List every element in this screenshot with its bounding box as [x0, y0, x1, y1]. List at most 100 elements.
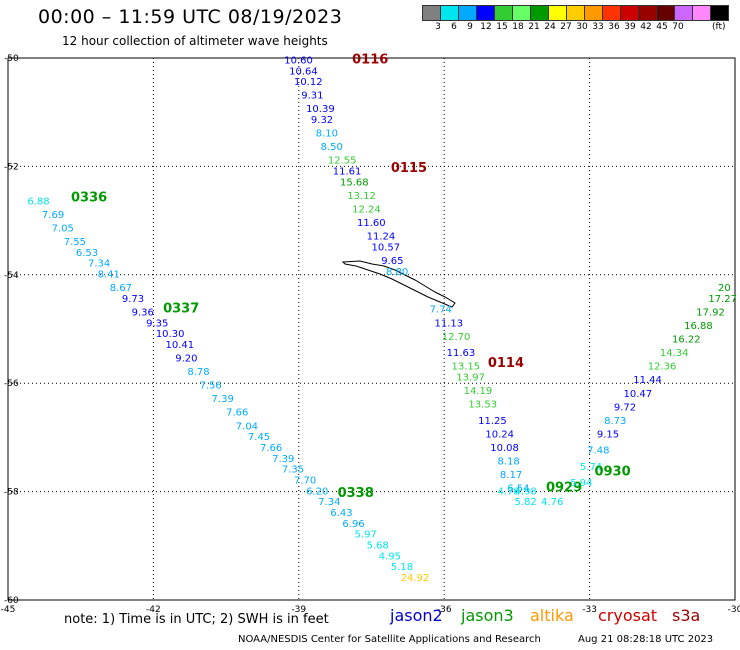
- wave-height-value: 16.22: [672, 335, 701, 346]
- wave-height-value: 7.66: [226, 408, 248, 419]
- wave-height-value: 10.24: [485, 429, 514, 440]
- footer-credit: NOAA/NESDIS Center for Satellite Applica…: [238, 634, 541, 645]
- wave-height-value: 7.04: [236, 421, 258, 432]
- wave-height-value: 7.34: [88, 259, 110, 270]
- wave-height-value: 10.39: [306, 104, 335, 115]
- wave-height-value: 10.60: [284, 55, 313, 66]
- color-scale-label: 45: [656, 22, 668, 32]
- wave-height-value: 11.13: [435, 318, 464, 329]
- wave-height-value: 5.82: [514, 497, 536, 508]
- wave-height-value: 9.15: [597, 429, 619, 440]
- wave-height-value: 11.63: [447, 348, 476, 359]
- wave-height-value: 5.94: [570, 478, 592, 489]
- wave-height-value: 13.12: [347, 191, 376, 202]
- wave-height-value: 7.56: [199, 381, 221, 392]
- wave-height-value: 6.54: [507, 484, 529, 495]
- wave-height-value: 20: [718, 283, 731, 294]
- wave-height-value: 10.08: [490, 443, 519, 454]
- wave-height-value: 7.55: [64, 237, 86, 248]
- wave-height-value: 24.92: [401, 573, 430, 584]
- wave-height-value: 10.12: [294, 77, 323, 88]
- y-tick-label: -56: [4, 379, 19, 389]
- satellite-s3a: s3a: [672, 606, 701, 625]
- pass-time-label: 0115: [391, 161, 427, 176]
- wave-height-value: 10.41: [166, 340, 195, 351]
- wave-height-value: 7.66: [260, 443, 282, 454]
- wave-height-value: 4.95: [379, 551, 401, 562]
- color-scale-label: 27: [560, 22, 572, 32]
- color-scale-label: 12: [480, 22, 492, 32]
- satellite-jason2: jason2: [390, 606, 443, 625]
- wave-height-value: 7.34: [318, 497, 340, 508]
- x-tick-label: -39: [291, 605, 306, 615]
- wave-height-value: 9.73: [122, 294, 144, 305]
- wave-height-value: 8.80: [386, 267, 408, 278]
- page-title: 00:00 – 11:59 UTC 08/19/2023: [38, 6, 343, 28]
- wave-height-value: 8.67: [110, 283, 132, 294]
- wave-height-value: 8.78: [187, 367, 209, 378]
- wave-height-value: 8.10: [316, 129, 338, 140]
- pass-time-label: 0116: [352, 52, 388, 67]
- wave-height-value: 14.34: [660, 348, 689, 359]
- wave-height-value: 8.17: [500, 470, 522, 481]
- pass-time-label: 0338: [338, 486, 374, 501]
- wave-height-value: 5.18: [391, 562, 413, 573]
- wave-height-value: 7.70: [294, 475, 316, 486]
- color-scale-label: 70: [672, 22, 684, 32]
- wave-height-value: 16.88: [684, 321, 713, 332]
- satellite-altika: altika: [530, 606, 574, 625]
- x-tick-label: -33: [582, 605, 597, 615]
- wave-height-value: 10.57: [372, 242, 401, 253]
- pass-time-label: 0337: [163, 302, 199, 317]
- wave-height-value: 13.15: [451, 362, 480, 373]
- wave-height-value: 4.76: [541, 497, 563, 508]
- color-scale-label: 3: [435, 22, 441, 32]
- color-scale-label: 6: [451, 22, 457, 32]
- y-tick-label: -50: [4, 54, 19, 64]
- wave-height-value: 11.44: [633, 375, 662, 386]
- satellite-cryosat: cryosat: [598, 606, 658, 625]
- wave-height-value: 9.36: [132, 307, 154, 318]
- wave-height-value: 12.70: [442, 332, 471, 343]
- wave-height-value: 9.32: [311, 115, 333, 126]
- wave-height-value: 12.36: [648, 362, 677, 373]
- pass-time-label: 0114: [488, 356, 524, 371]
- wave-height-value: 4.98: [514, 486, 536, 497]
- wave-height-value: 13.97: [456, 372, 485, 383]
- wave-height-value: 6.96: [342, 519, 364, 530]
- wave-height-value: 5.74: [580, 462, 602, 473]
- color-swatch: [710, 5, 729, 21]
- wave-height-value: 10.47: [624, 389, 653, 400]
- island-coastline: [341, 260, 456, 308]
- wave-height-value: 9.35: [146, 318, 168, 329]
- page-subtitle: 12 hour collection of altimeter wave hei…: [62, 34, 328, 48]
- color-scale-label: 9: [467, 22, 473, 32]
- y-tick-label: -54: [4, 271, 19, 281]
- wave-height-value: 8.41: [98, 270, 120, 281]
- wave-height-value: 7.45: [248, 432, 270, 443]
- pass-time-label: 0929: [546, 481, 582, 496]
- wave-height-value: 9.31: [301, 91, 323, 102]
- wave-height-value: 12.24: [352, 204, 381, 215]
- wave-height-value: 11.60: [357, 218, 386, 229]
- wave-height-value: 7.05: [52, 223, 74, 234]
- y-tick-label: -60: [4, 596, 19, 606]
- wave-height-value: 15.68: [340, 177, 369, 188]
- wave-height-value: 12.55: [328, 156, 357, 167]
- wave-height-value: 7.39: [272, 454, 294, 465]
- wave-height-value: 6.53: [76, 248, 98, 259]
- color-scale-label: 33: [592, 22, 604, 32]
- x-tick-label: -45: [1, 605, 16, 615]
- wave-height-value: 10.64: [289, 66, 318, 77]
- footer-timestamp: Aug 21 08:28:18 UTC 2023: [578, 634, 714, 645]
- wave-height-value: 9.65: [381, 256, 403, 267]
- x-tick-label: -42: [146, 605, 161, 615]
- wave-height-value: 10.30: [156, 329, 185, 340]
- wave-height-value: 8.18: [498, 457, 520, 468]
- wave-height-value: 4.78: [498, 486, 520, 497]
- wave-height-value: 7.39: [212, 394, 234, 405]
- wave-height-value: 5.68: [367, 541, 389, 552]
- color-scale-label: 30: [576, 22, 588, 32]
- color-scale: [422, 5, 729, 21]
